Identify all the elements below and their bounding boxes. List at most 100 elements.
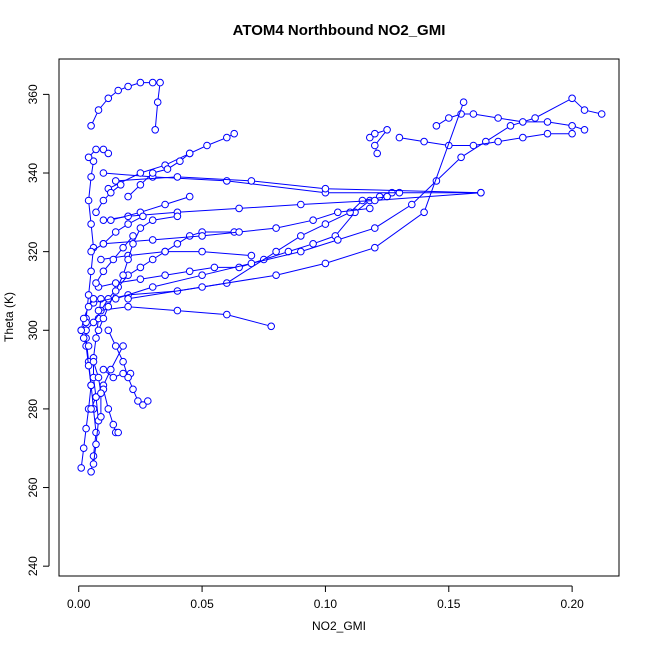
data-point — [92, 393, 100, 401]
data-point — [148, 283, 157, 291]
x-tick-label: 0.20 — [560, 597, 584, 611]
data-point — [99, 216, 108, 224]
data-point — [107, 188, 115, 197]
data-point — [84, 342, 93, 350]
data-point — [198, 247, 206, 256]
data-point — [119, 357, 127, 366]
data-point — [97, 255, 105, 264]
data-point — [109, 373, 118, 382]
y-tick-label: 320 — [26, 241, 40, 261]
plot-frame — [58, 58, 620, 577]
data-point — [408, 200, 416, 209]
data-point — [84, 302, 93, 311]
data-point — [198, 283, 206, 291]
data-point — [519, 133, 527, 142]
data-point — [445, 114, 453, 122]
data-point — [373, 149, 382, 158]
data-point — [173, 306, 182, 315]
data-point — [161, 271, 169, 280]
data-point — [124, 220, 132, 228]
data-point — [371, 243, 379, 252]
data-point — [114, 428, 122, 437]
x-tick-label: 0.15 — [437, 597, 461, 611]
series-line — [103, 172, 481, 221]
data-point — [358, 196, 367, 205]
series-line — [115, 97, 602, 300]
chart-title: ATOM4 Northbound NO2_GMI — [233, 22, 446, 39]
data-point — [111, 177, 120, 185]
data-point — [543, 118, 552, 126]
data-point — [124, 255, 132, 264]
data-point — [124, 295, 132, 303]
data-point — [459, 98, 468, 106]
series-line — [107, 330, 149, 406]
data-point — [247, 177, 256, 185]
data-point — [87, 267, 95, 276]
data-point — [89, 157, 98, 165]
data-point — [383, 192, 391, 201]
data-point — [272, 247, 280, 256]
data-point — [134, 397, 142, 405]
data-point — [223, 133, 231, 142]
data-point — [148, 78, 157, 87]
data-point — [87, 247, 95, 256]
data-point — [124, 302, 132, 311]
data-point — [94, 326, 103, 335]
data-point — [99, 169, 108, 177]
data-point — [223, 177, 231, 185]
data-point — [457, 153, 465, 162]
data-point — [309, 216, 317, 224]
data-point — [92, 145, 100, 154]
data-point — [297, 200, 305, 209]
series-line — [98, 215, 178, 331]
data-point — [321, 259, 330, 268]
data-point — [198, 232, 206, 240]
data-point — [469, 110, 478, 118]
data-point — [89, 318, 98, 327]
data-point — [531, 114, 539, 122]
data-point — [104, 405, 113, 413]
data-point — [144, 397, 152, 405]
data-point — [321, 184, 330, 193]
data-point — [99, 267, 108, 276]
data-point — [176, 157, 184, 165]
data-point — [79, 314, 88, 323]
data-point — [87, 381, 95, 390]
data-point — [89, 357, 98, 366]
data-point — [99, 145, 108, 154]
y-tick-label: 280 — [26, 399, 40, 419]
data-point — [309, 240, 317, 248]
data-point — [136, 275, 145, 284]
data-point — [94, 306, 103, 315]
data-point — [104, 326, 113, 335]
data-point — [148, 255, 157, 264]
data-point — [185, 267, 194, 276]
data-point — [84, 361, 93, 370]
data-point — [139, 401, 147, 409]
data-point — [87, 173, 95, 181]
x-tick-label: 0.10 — [314, 597, 338, 611]
data-point — [79, 444, 88, 453]
data-point — [119, 243, 127, 252]
series-line — [90, 82, 161, 130]
data-point — [99, 196, 108, 205]
data-point — [519, 118, 527, 126]
data-point — [82, 424, 90, 433]
data-point — [99, 314, 108, 323]
data-point — [97, 389, 105, 398]
y-tick-label: 300 — [26, 320, 40, 340]
data-point — [469, 141, 478, 150]
data-point — [136, 263, 145, 272]
data-point — [235, 204, 243, 213]
data-point — [87, 122, 95, 130]
data-point — [161, 200, 169, 209]
series-line — [93, 361, 102, 417]
series-line — [100, 251, 252, 260]
data-point — [92, 440, 100, 449]
data-point — [185, 149, 194, 158]
data-point — [92, 208, 100, 217]
series-line — [399, 133, 573, 146]
plot-series — [77, 78, 606, 476]
data-point — [84, 196, 93, 205]
